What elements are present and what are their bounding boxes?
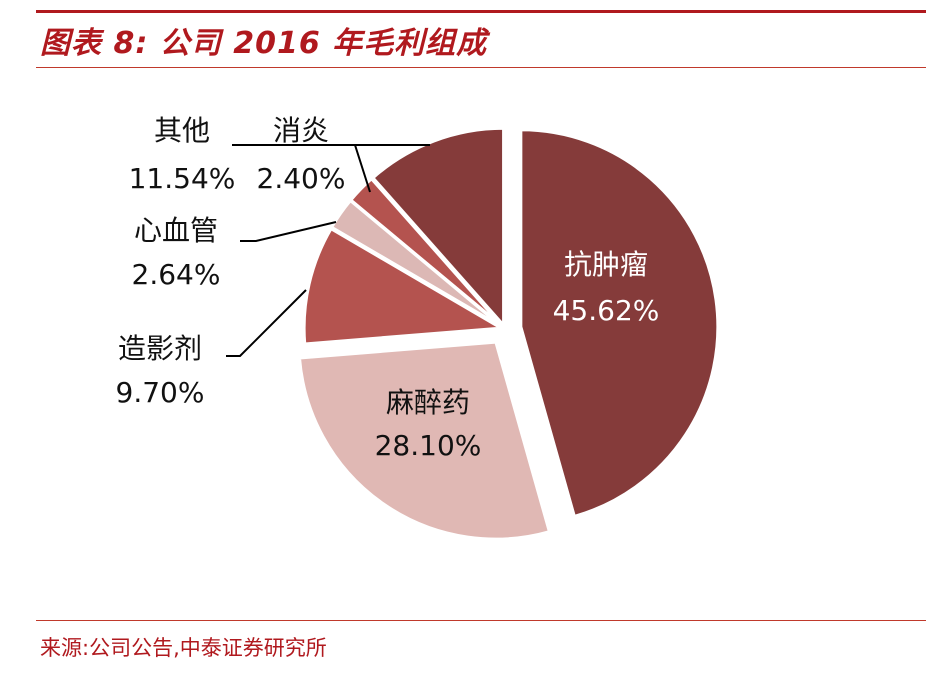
figure-title: 图表 8: 公司 2016 年毛利组成 <box>40 26 488 61</box>
title-divider <box>36 67 926 68</box>
pie-slice-6 <box>370 126 506 330</box>
top-rule <box>36 10 926 13</box>
pie-slice-1 <box>519 128 720 519</box>
slice-label-6: 其他 <box>154 114 210 147</box>
pie-slices <box>297 126 720 541</box>
leader-line-4 <box>240 221 337 242</box>
source-divider <box>36 620 926 621</box>
pie-slice-2 <box>297 340 552 541</box>
slice-value-3: 9.70% <box>116 376 205 409</box>
slice-label-3: 造影剂 <box>118 332 202 365</box>
slice-value-5: 2.40% <box>257 162 346 195</box>
slice-value-6: 11.54% <box>129 162 236 195</box>
slice-label-5: 消炎 <box>273 114 329 147</box>
pie-slice-5 <box>348 176 504 328</box>
leader-line-3 <box>226 289 307 357</box>
slice-value-2: 28.10% <box>375 429 482 462</box>
pie-labels: 抗肿瘤 45.62% 麻醉药 28.10% 造影剂 9.70% 心血管 2.64% 消炎 2.40… <box>116 114 660 462</box>
slice-label-4: 心血管 <box>134 214 218 247</box>
slice-value-4: 2.64% <box>132 258 221 291</box>
slice-value-1: 45.62% <box>553 294 660 327</box>
source-note: 来源:公司公告,中泰证券研究所 <box>40 636 327 660</box>
slice-label-1: 抗肿瘤 <box>564 248 648 281</box>
pie-slice-3 <box>302 226 506 346</box>
slice-label-2: 麻醉药 <box>386 386 470 419</box>
